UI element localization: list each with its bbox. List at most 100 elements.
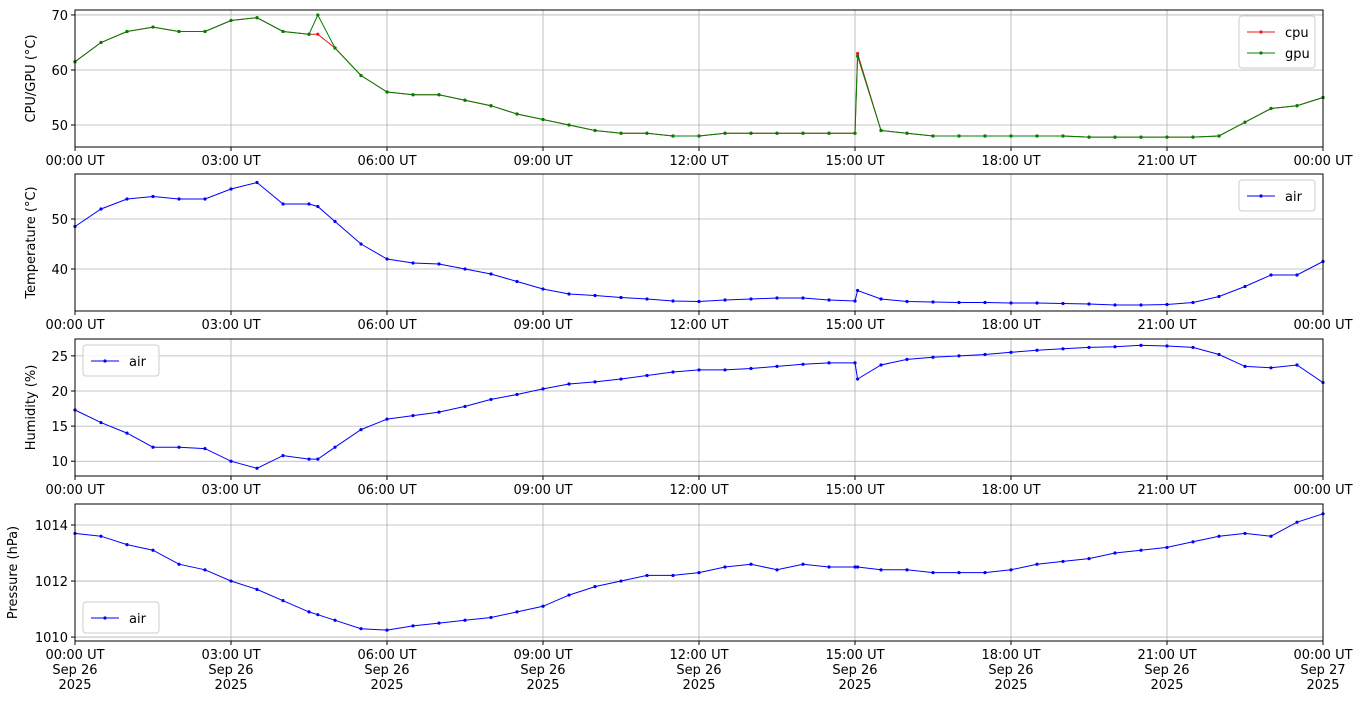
data-point <box>1243 284 1247 289</box>
data-point <box>645 373 649 378</box>
x-tick-label: 18:00 UT <box>981 483 1040 498</box>
x-tick-label: 03:00 UT <box>201 318 260 333</box>
data-point <box>723 565 727 569</box>
data-point <box>856 288 860 293</box>
data-point <box>411 413 415 418</box>
axes-frame <box>74 338 1324 477</box>
data-point <box>853 299 857 303</box>
y-tick-label: 60 <box>51 64 68 79</box>
x-tick-label: 15:00 UT Sep 26 2025 <box>825 648 884 693</box>
data-point <box>905 299 909 304</box>
data-point <box>385 628 389 632</box>
data-point <box>411 261 415 265</box>
data-point <box>697 134 701 138</box>
x-tick-label: 00:00 UT <box>45 318 104 333</box>
x-tick-label: 21:00 UT <box>1137 154 1196 169</box>
data-point <box>905 568 909 572</box>
axes-frame <box>74 9 1324 148</box>
data-point <box>541 387 545 391</box>
x-tick-label: 00:00 UT <box>45 483 104 498</box>
data-point <box>229 187 233 191</box>
data-point <box>255 16 259 20</box>
legend-label: air <box>129 612 147 627</box>
x-tick-label: 12:00 UT <box>669 318 728 333</box>
data-point <box>151 445 155 449</box>
legend-label: air <box>129 355 147 370</box>
y-tick-label: 40 <box>51 263 68 278</box>
data-point <box>411 624 415 628</box>
data-point <box>983 571 987 575</box>
data-point <box>931 571 935 575</box>
subplot: 00:00 UT 03:00 UT 06:00 UT 09:00 UT 12:00 UT… <box>24 338 1353 498</box>
data-point <box>125 29 129 34</box>
data-point <box>645 131 649 135</box>
data-point <box>567 593 571 597</box>
data-point <box>723 131 727 135</box>
data-point <box>1269 273 1273 277</box>
y-tick-label: 1012 <box>35 575 68 590</box>
data-point <box>827 131 831 135</box>
data-point <box>671 299 675 303</box>
data-point <box>856 377 860 381</box>
data-point <box>489 397 493 402</box>
data-point <box>879 128 883 133</box>
data-point <box>255 587 259 592</box>
data-point <box>775 131 779 135</box>
legend-marker <box>103 359 107 363</box>
legend-marker <box>1259 51 1263 55</box>
y-tick-label: 1014 <box>35 519 68 534</box>
x-tick-label: 00:00 UT <box>1293 154 1352 169</box>
data-point <box>775 568 779 572</box>
data-point <box>1009 568 1013 572</box>
data-point <box>1009 134 1013 138</box>
x-tick-label: 15:00 UT <box>825 318 884 333</box>
data-point <box>827 565 831 569</box>
x-tick-label: 21:00 UT Sep 26 2025 <box>1137 648 1196 693</box>
subplot: 00:00 UT 03:00 UT 06:00 UT 09:00 UT 12:00 UT… <box>24 173 1353 333</box>
data-point <box>905 131 909 135</box>
data-point <box>1243 364 1247 368</box>
data-point <box>385 417 389 421</box>
y-tick-label: 70 <box>51 9 68 24</box>
data-point <box>541 117 545 122</box>
data-point <box>856 54 860 58</box>
data-point <box>1243 120 1247 124</box>
legend-box <box>82 344 160 377</box>
subplot: 00:00 UT Sep 26 2025 03:00 UT Sep 26 2025 06:0… <box>6 503 1353 693</box>
data-point <box>463 618 467 622</box>
legend: cpu gpu <box>1238 15 1316 69</box>
data-point <box>983 300 987 305</box>
x-tick-label: 00:00 UT Sep 27 2025 <box>1293 648 1352 693</box>
x-tick-label: 18:00 UT <box>981 154 1040 169</box>
data-point <box>619 131 623 135</box>
data-point <box>151 548 155 552</box>
x-tick-label: 18:00 UT <box>981 318 1040 333</box>
data-point <box>1269 534 1273 538</box>
x-tick-label: 09:00 UT <box>513 483 572 498</box>
x-tick-label: 15:00 UT <box>825 154 884 169</box>
data-point <box>879 297 883 301</box>
data-point <box>359 428 363 432</box>
data-point <box>1113 551 1117 555</box>
data-point <box>125 431 129 435</box>
axes-frame <box>74 503 1324 642</box>
data-point <box>1035 348 1039 352</box>
data-point <box>489 104 493 108</box>
data-point <box>281 454 285 458</box>
legend: air <box>82 601 160 634</box>
data-point <box>437 93 441 97</box>
x-tick-label: 03:00 UT Sep 26 2025 <box>201 648 260 693</box>
x-tick-label: 21:00 UT <box>1137 483 1196 498</box>
y-tick-label: 50 <box>51 119 68 134</box>
data-point <box>316 32 320 36</box>
data-point <box>856 51 860 56</box>
data-point <box>801 362 805 366</box>
data-point <box>697 571 701 575</box>
data-point <box>749 131 753 135</box>
data-point <box>99 421 103 425</box>
data-point <box>515 112 519 116</box>
data-point <box>1217 134 1221 138</box>
y-axis-label: Temperature (°C) <box>24 186 39 299</box>
y-tick-label: 1010 <box>35 631 68 646</box>
data-point <box>593 585 597 589</box>
